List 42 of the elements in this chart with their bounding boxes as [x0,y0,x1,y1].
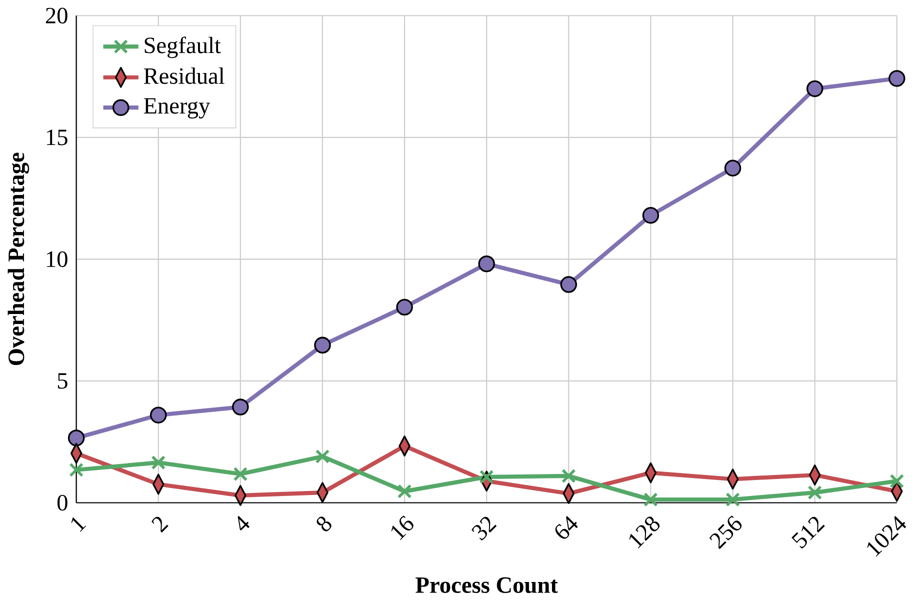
x-tick-label: 4 [238,516,250,531]
x-tick-label: 512 [792,516,825,549]
point [560,276,578,293]
point [233,466,248,482]
x-tick-label: 128 [629,516,660,549]
legend-label: Segfault [144,36,221,58]
point [724,160,742,177]
point [478,256,495,272]
x-tick-label: 8 [316,516,332,532]
point [68,430,85,446]
point [315,449,330,464]
x-tick-label: 2 [152,516,168,533]
x-axis-title: Process Count [416,577,558,594]
point [726,492,740,507]
legend-label: Residual [144,68,224,84]
x-tick-label: 16 [391,516,414,540]
point [890,474,904,488]
legend-label: Energy [144,98,210,119]
point [232,398,249,416]
point [479,470,494,484]
y-tick-label: 20 [46,8,68,24]
y-tick-label: 10 [46,251,68,268]
point [150,406,167,424]
point [561,468,576,484]
y-tick-label: 5 [58,373,68,389]
x-tick-label: 32 [472,516,497,541]
x-tick-label: 1 [71,517,86,532]
point [888,70,906,87]
point [314,336,331,354]
y-axis-title: Overhead Percentage [8,152,30,366]
point [396,298,413,316]
y-tick-label: 0 [57,494,68,511]
point [644,492,658,507]
x-tick-label: 64 [555,516,578,539]
point [808,485,822,500]
y-tick-label: 15 [46,130,68,146]
point [806,80,824,98]
point [69,462,84,478]
x-tick-label: 256 [709,516,742,550]
point [397,484,412,499]
point [642,207,660,224]
point [151,455,166,470]
